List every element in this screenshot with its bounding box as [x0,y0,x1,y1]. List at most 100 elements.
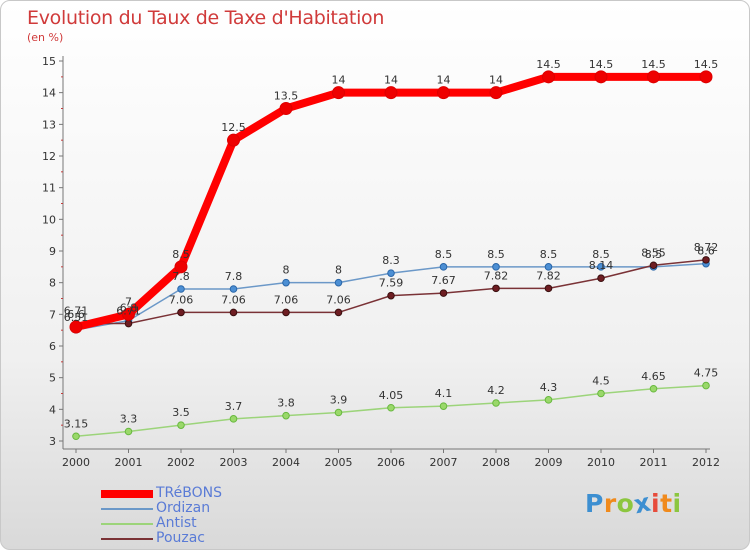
data-label-trebons: 14 [384,74,398,87]
data-label-ordizan: 8 [283,264,290,277]
data-point-pouzac [597,274,605,283]
x-tick-label: 2011 [640,456,668,469]
data-label-ordizan: 7.8 [225,270,243,283]
chart-title: Evolution du Taux de Taxe d'Habitation [27,7,385,29]
y-tick-label: 12 [42,150,56,163]
data-label-pouzac: 7.06 [326,293,351,306]
data-point-trebons [384,86,398,100]
data-point-pouzac [229,308,238,317]
data-point-pouzac [544,284,553,293]
legend-item-pouzac: Pouzac [101,530,361,547]
data-label-ordizan: 6.51 [64,311,89,324]
y-tick-label: 15 [42,55,56,68]
data-label-trebons: 14.5 [694,58,719,71]
data-point-trebons [489,86,503,100]
y-tick-label: 5 [49,372,56,385]
y-tick-label: 10 [42,213,56,226]
legend-swatch [101,508,153,510]
data-label-pouzac: 8.14 [589,259,614,272]
data-label-antist: 4.3 [540,381,558,394]
data-label-ordizan: 8.5 [435,248,453,261]
data-label-antist: 4.1 [435,387,453,400]
data-label-antist: 3.7 [225,400,243,413]
data-labels: 6.51 6.8 7.8 7.8 8 8 8.3 8.5 8.5 8.5 8.5 8.5 8.6 3.15… [64,58,719,430]
y-tick-label: 9 [49,245,56,258]
data-label-trebons: 14.5 [536,58,561,71]
data-label-ordizan: 6.8 [120,302,138,315]
x-tick-label: 2003 [220,456,248,469]
data-point-pouzac [492,284,500,293]
x-tick-label: 2002 [167,456,195,469]
data-label-antist: 4.2 [487,384,505,397]
legend-swatch [101,523,153,525]
data-label-antist: 4.75 [694,367,719,380]
y-tick-label: 14 [42,87,56,100]
brand-letter: o [616,489,635,518]
legend-label: Ordizan [156,500,211,516]
data-label-pouzac: 7.82 [484,269,509,282]
data-point-trebons [69,320,83,334]
axes: 3 4 5 6 7 8 9 10 11 12 13 14 15 2000 2001 2002 2003 2004 2… [42,55,720,469]
x-tick-label: 2012 [692,456,720,469]
data-point-trebons [332,86,345,100]
legend-swatch [101,538,153,540]
data-point-ordizan [334,278,343,287]
x-tick-label: 2009 [535,456,563,469]
data-label-ordizan: 8.6 [697,245,715,258]
data-point-antist [702,381,710,390]
brand-letter: P [585,489,604,518]
data-label-pouzac: 8.55 [641,246,666,259]
series-group [69,70,713,441]
brand-letter: i [672,489,682,518]
data-point-pouzac [439,289,448,297]
data-point-trebons [174,260,188,274]
data-point-antist [387,403,395,412]
data-point-trebons [594,70,608,84]
data-label-ordizan: 8.3 [382,254,400,267]
data-point-pouzac [124,319,133,328]
x-tick-label: 2005 [325,456,353,469]
y-tick-label: 3 [49,435,56,448]
data-point-ordizan [597,263,605,271]
data-point-antist [124,427,133,436]
data-label-trebons: 8.5 [172,248,190,261]
data-label-trebons: 13.5 [274,90,299,103]
data-point-pouzac [649,261,658,270]
data-point-pouzac [702,256,710,264]
x-tick-label: 2007 [430,456,458,469]
brand-letter: t [660,489,673,518]
data-label-pouzac: 7.06 [169,293,194,306]
data-point-pouzac [177,308,185,317]
data-label-antist: 4.65 [641,370,666,383]
data-point-antist [282,411,290,420]
data-point-ordizan [282,278,290,287]
y-tick-label: 8 [49,277,56,290]
data-label-antist: 3.3 [120,413,138,426]
legend-item-ordizan: Ordizan [101,500,361,517]
data-label-pouzac: 7.59 [379,277,404,290]
data-label-ordizan: 8.5 [487,248,505,261]
data-point-antist [597,389,605,398]
data-label-antist: 3.9 [330,394,348,407]
data-label-ordizan: 8 [335,264,342,277]
data-point-ordizan [492,263,500,271]
data-point-trebons [122,307,135,321]
data-label-trebons: 12.5 [221,121,246,134]
x-tick-label: 2000 [62,456,90,469]
brand-letter: i [651,489,661,518]
data-point-pouzac [282,308,290,317]
legend-swatch [101,490,153,498]
x-tick-label: 2008 [482,456,510,469]
data-label-trebons: 14 [437,74,451,87]
data-point-ordizan [177,285,185,293]
x-tick-label: 2010 [587,456,615,469]
data-point-antist [439,402,448,410]
legend-label: Pouzac [156,530,206,546]
y-tick-label: 13 [42,118,56,131]
x-tick-label: 2001 [115,456,143,469]
data-label-trebons: 14.5 [641,58,666,71]
y-tick-label: 11 [42,182,56,195]
data-point-trebons [542,70,555,84]
chart-subtitle: (en %) [27,31,64,44]
data-label-ordizan: 8.5 [645,248,663,261]
